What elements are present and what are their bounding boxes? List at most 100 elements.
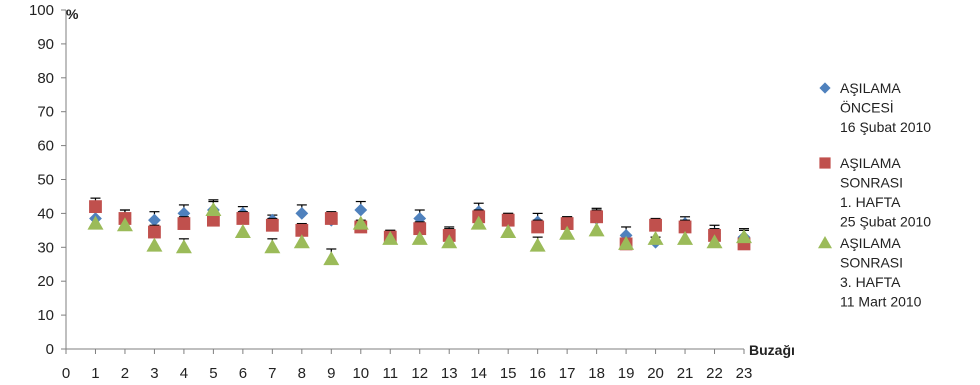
x-tick-label: 1 bbox=[91, 365, 99, 382]
legend-marker-triangle bbox=[818, 236, 832, 249]
y-tick-label: 70 bbox=[37, 104, 54, 121]
data-point bbox=[677, 230, 694, 245]
y-tick-label: 50 bbox=[37, 172, 54, 189]
x-tick-label: 23 bbox=[736, 365, 753, 382]
data-point bbox=[588, 222, 605, 237]
data-point bbox=[649, 218, 662, 232]
data-point bbox=[413, 212, 427, 225]
data-point bbox=[236, 212, 250, 225]
data-point bbox=[531, 220, 545, 234]
x-tick-label: 16 bbox=[529, 365, 546, 382]
data-point bbox=[234, 224, 251, 239]
data-point bbox=[116, 217, 133, 232]
legend-marker-diamond bbox=[819, 82, 831, 94]
data-point bbox=[295, 207, 309, 220]
legend-label: 11 Mart 2010 bbox=[840, 294, 922, 310]
x-tick-label: 17 bbox=[559, 365, 576, 382]
data-point bbox=[736, 229, 752, 244]
data-point bbox=[411, 230, 428, 245]
data-point bbox=[177, 207, 191, 220]
legend-label: AŞILAMA bbox=[840, 235, 901, 251]
legend-label: 25 Şubat 2010 bbox=[840, 214, 931, 230]
x-tick-label: 10 bbox=[352, 365, 369, 382]
data-point bbox=[618, 235, 635, 250]
legend-label: 1. HAFTA bbox=[840, 194, 901, 210]
x-tick-label: 12 bbox=[411, 365, 428, 382]
data-point bbox=[559, 225, 576, 240]
y-ticks: 0 10 20 30 40 50 60 70 80 90 100 bbox=[29, 2, 66, 358]
legend-label: SONRASI bbox=[840, 255, 903, 271]
x-tick-label: 11 bbox=[382, 365, 398, 382]
x-tick-label: 2 bbox=[121, 365, 129, 382]
data-point bbox=[175, 239, 192, 254]
legend-item: AŞILAMA ÖNCESİ 16 Şubat 2010 bbox=[819, 80, 931, 135]
legend-label: 3. HAFTA bbox=[840, 274, 901, 290]
x-tick-label: 6 bbox=[239, 365, 247, 382]
y-tick-label: 100 bbox=[29, 2, 54, 19]
y-tick-label: 10 bbox=[37, 307, 54, 324]
data-point bbox=[590, 210, 604, 224]
x-ticks: 0 1 2 3 4 5 6 7 8 9 10 11 12 13 14 15 16 17 18 19 20 21 22 23 bbox=[62, 349, 753, 382]
data-point bbox=[146, 237, 163, 252]
x-tick-label: 13 bbox=[441, 365, 458, 382]
x-axis-label: Buzağı bbox=[749, 342, 795, 358]
data-point bbox=[264, 239, 281, 254]
data-point bbox=[470, 215, 487, 230]
legend-item: AŞILAMA SONRASI 3. HAFTA 11 Mart 2010 bbox=[818, 235, 922, 310]
data-point bbox=[323, 251, 340, 266]
legend-label: AŞILAMA bbox=[840, 80, 901, 96]
data-point bbox=[177, 217, 191, 230]
y-tick-label: 20 bbox=[37, 273, 54, 290]
series-triangle bbox=[87, 199, 752, 266]
data-point bbox=[560, 217, 574, 230]
x-tick-label: 4 bbox=[180, 365, 188, 382]
data-point bbox=[441, 234, 458, 249]
data-point bbox=[324, 212, 338, 225]
data-point bbox=[295, 223, 309, 237]
legend-marker-square bbox=[819, 157, 831, 169]
x-tick-label: 19 bbox=[618, 365, 635, 382]
x-tick-label: 8 bbox=[298, 365, 306, 382]
x-tick-label: 22 bbox=[706, 365, 723, 382]
y-tick-label: 60 bbox=[37, 138, 54, 155]
data-point bbox=[413, 222, 427, 236]
x-tick-label: 3 bbox=[150, 365, 158, 382]
x-tick-label: 5 bbox=[209, 365, 217, 382]
data-point bbox=[354, 203, 368, 217]
data-point bbox=[148, 213, 161, 227]
legend-label: 16 Şubat 2010 bbox=[840, 119, 931, 135]
x-tick-label: 18 bbox=[588, 365, 605, 382]
data-point bbox=[678, 220, 692, 234]
data-point bbox=[89, 200, 102, 214]
data-point bbox=[382, 230, 399, 245]
legend-label: AŞILAMA bbox=[840, 155, 901, 171]
data-point bbox=[529, 237, 546, 252]
y-tick-label: 90 bbox=[37, 36, 54, 53]
axes bbox=[65, 10, 744, 350]
x-tick-label: 7 bbox=[268, 365, 276, 382]
data-point bbox=[87, 215, 104, 230]
x-tick-label: 15 bbox=[500, 365, 517, 382]
y-axis-label: % bbox=[66, 6, 79, 22]
x-tick-label: 20 bbox=[647, 365, 664, 382]
x-tick-label: 9 bbox=[327, 365, 335, 382]
legend-item: AŞILAMA SONRASI 1. HAFTA 25 Şubat 2010 bbox=[819, 155, 931, 230]
y-tick-label: 0 bbox=[46, 341, 54, 358]
y-tick-label: 30 bbox=[37, 239, 54, 256]
y-tick-label: 40 bbox=[37, 205, 54, 222]
legend: AŞILAMA ÖNCESİ 16 Şubat 2010 AŞILAMA SONRASI… bbox=[818, 80, 931, 310]
data-point bbox=[293, 234, 310, 249]
data-point bbox=[501, 213, 515, 227]
y-tick-label: 80 bbox=[37, 70, 54, 87]
x-tick-label: 0 bbox=[62, 365, 70, 382]
legend-label: SONRASI bbox=[840, 175, 903, 191]
x-tick-label: 21 bbox=[677, 365, 694, 382]
data-point bbox=[148, 225, 161, 239]
data-point bbox=[706, 234, 723, 249]
data-point bbox=[206, 213, 220, 227]
data-point bbox=[352, 215, 369, 230]
data-point bbox=[205, 202, 222, 217]
data-point bbox=[265, 218, 279, 232]
x-tick-label: 14 bbox=[470, 365, 487, 382]
